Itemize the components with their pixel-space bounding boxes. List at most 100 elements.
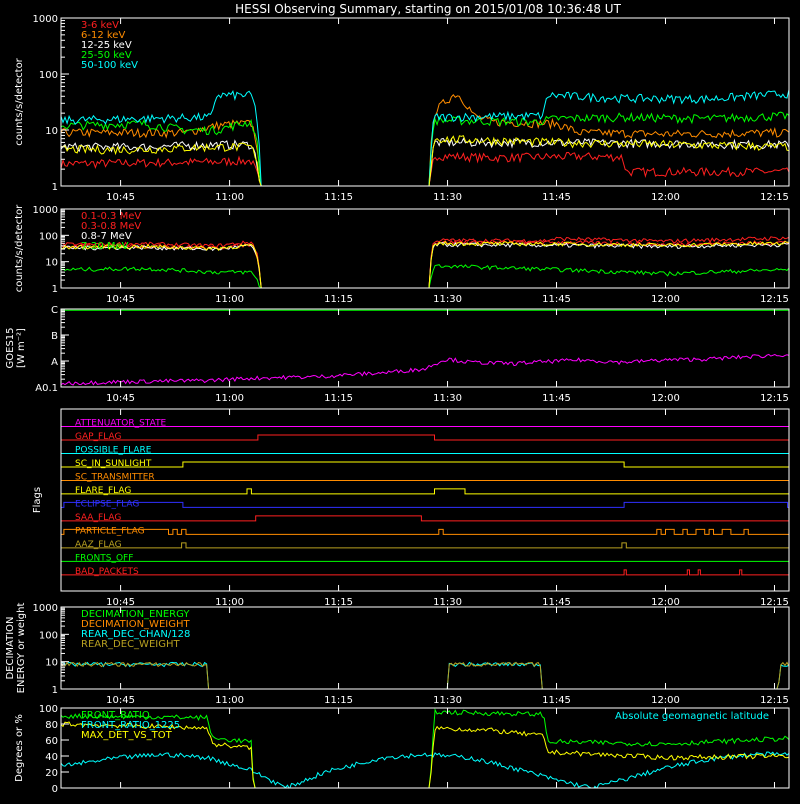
time-tick-label: 11:45	[542, 294, 571, 305]
panel-flags: ATTENUATOR_STATE GAP_FLAG POSSIBLE_FLARE SC…	[32, 408, 790, 608]
time-tick-label: 11:15	[324, 393, 353, 404]
series-line-3-6-kev	[61, 151, 789, 186]
time-tick-label: 12:00	[651, 597, 680, 608]
time-tick-label: 11:00	[215, 192, 244, 203]
y-tick-label: B	[51, 331, 58, 342]
series-line-0-1-0-3-mev	[61, 236, 789, 288]
time-tick-label: 12:15	[760, 192, 789, 203]
y-tick-label: A	[51, 357, 58, 368]
y-tick-label: 20	[45, 768, 58, 779]
series-line-unlabelled-0	[61, 353, 789, 386]
time-tick-label: 11:00	[215, 294, 244, 305]
time-tick-label: 11:15	[324, 597, 353, 608]
flag-label: SC_IN_SUNLIGHT	[75, 459, 152, 469]
legend-entry: 12-25 keV	[81, 40, 132, 51]
series-line-7-20-mev	[61, 264, 789, 288]
flag-trace-aaz-flag	[61, 542, 789, 549]
time-tick-label: 12:15	[760, 294, 789, 305]
legend-entry: DECIMATION_ENERGY	[81, 609, 190, 620]
time-tick-label: 11:45	[542, 393, 571, 404]
legend-entry: 0.3-0.8 MeV	[81, 221, 141, 232]
series-line-50-100-kev	[61, 89, 789, 186]
flag-label: PARTICLE_FLAG	[75, 526, 145, 536]
legend-entry: DECIMATION_WEIGHT	[81, 619, 190, 630]
flag-trace-bad-packets	[61, 569, 789, 576]
series-line-rear-dec-weight	[61, 661, 789, 689]
chart-title: HESSI Observing Summary, starting on 201…	[235, 2, 621, 16]
series-line-unlabelled-4	[61, 240, 789, 288]
flag-label: ECLIPSE_FLAG	[75, 499, 139, 509]
series-line-front-ratio	[61, 708, 789, 788]
flag-trace-eclipse-flag	[61, 501, 789, 508]
y-tick-label: 100	[39, 70, 58, 81]
y-tick-label: 40	[45, 752, 58, 763]
legend-entry: 50-100 keV	[81, 60, 138, 71]
series-line-max-det-vs-tot	[61, 721, 789, 788]
y-axis-label: GOES15	[5, 327, 16, 368]
y-tick-label: 1000	[33, 603, 58, 614]
series-line-unlabelled-5	[61, 135, 789, 186]
flag-trace-flare-flag	[61, 488, 789, 495]
panel-3-frame	[60, 308, 790, 388]
panel-decimation: DECIMATION_ENERGYDECIMATION_WEIGHTREAR_D…	[5, 603, 790, 706]
time-tick-label: 12:00	[651, 393, 680, 404]
flag-label: FRONTS_OFF	[75, 553, 133, 563]
y-tick-label: 60	[45, 736, 58, 747]
panel-1-frame	[60, 17, 790, 187]
y-tick-label: 100	[39, 704, 58, 715]
y-tick-label: 1	[52, 182, 58, 193]
legend-entry: MAX_DET_VS_TOT	[81, 730, 173, 741]
y-axis-label: [W m⁻²]	[16, 328, 27, 368]
time-tick-label: 12:00	[651, 294, 680, 305]
time-tick-label: 11:15	[324, 192, 353, 203]
time-tick-label: 11:45	[542, 192, 571, 203]
flag-label: SC_TRANSMITTER	[75, 472, 155, 482]
flag-trace-saa-flag	[61, 515, 789, 522]
panel-goes-flux: A0.1 A B C GOES15 [W m⁻²] 10:45 11:00 11:15 11:30…	[5, 305, 790, 404]
flag-label: GAP_FLAG	[75, 432, 121, 442]
time-tick-label: 10:45	[106, 192, 135, 203]
legend-entry: FRONT_RATIO	[81, 710, 150, 721]
y-axis-label: counts/s/detector	[14, 204, 25, 292]
time-tick-label: 12:00	[651, 695, 680, 706]
time-tick-label: 11:15	[324, 294, 353, 305]
flag-trace-sc-in-sunlight	[61, 461, 789, 468]
time-tick-label: 11:00	[215, 695, 244, 706]
flag-label: POSSIBLE_FLARE	[75, 445, 152, 455]
y-tick-label: C	[51, 305, 58, 316]
y-axis-label: Flags	[32, 487, 43, 513]
y-axis-label: counts/s/detector	[14, 57, 25, 145]
flag-label: FLARE_FLAG	[75, 486, 131, 496]
flag-label: AAZ_FLAG	[75, 540, 122, 550]
panel-6-frame	[60, 707, 790, 789]
flag-label: ATTENUATOR_STATE	[75, 419, 167, 429]
y-axis-label: Degrees or %	[14, 714, 25, 782]
time-tick-label: 11:45	[542, 597, 571, 608]
legend-entry: 0.1-0.3 MeV	[81, 211, 141, 222]
time-tick-label: 11:30	[433, 393, 462, 404]
flag-trace-gap-flag	[61, 434, 789, 441]
annotation-label: Absolute geomagnetic latitude	[615, 711, 769, 722]
y-tick-label: 1	[52, 685, 58, 696]
panel-ratios: FRONT_RATIOFRONT_RATIO_1225MAX_DET_VS_TO…	[14, 704, 790, 795]
series-line-25-50-kev	[61, 111, 789, 186]
legend-entry: 0.8-7 MeV	[81, 231, 132, 242]
flag-label: BAD_PACKETS	[75, 567, 139, 577]
legend-entry: 3-6 keV	[81, 20, 119, 31]
y-tick-label: 10	[45, 126, 58, 137]
flag-trace-particle-flag	[61, 528, 789, 535]
panel-4-frame	[60, 408, 790, 592]
legend-entry: 25-50 keV	[81, 50, 132, 61]
y-tick-label: 10	[45, 258, 58, 269]
series-line-6-12-kev	[61, 94, 789, 186]
y-axis-label: DECIMATION	[5, 616, 16, 679]
time-tick-label: 12:15	[760, 695, 789, 706]
time-tick-label: 10:45	[106, 597, 135, 608]
y-tick-label: 10	[45, 658, 58, 669]
legend-entry: 7-20 MeV	[81, 241, 129, 252]
time-tick-label: 11:30	[433, 597, 462, 608]
